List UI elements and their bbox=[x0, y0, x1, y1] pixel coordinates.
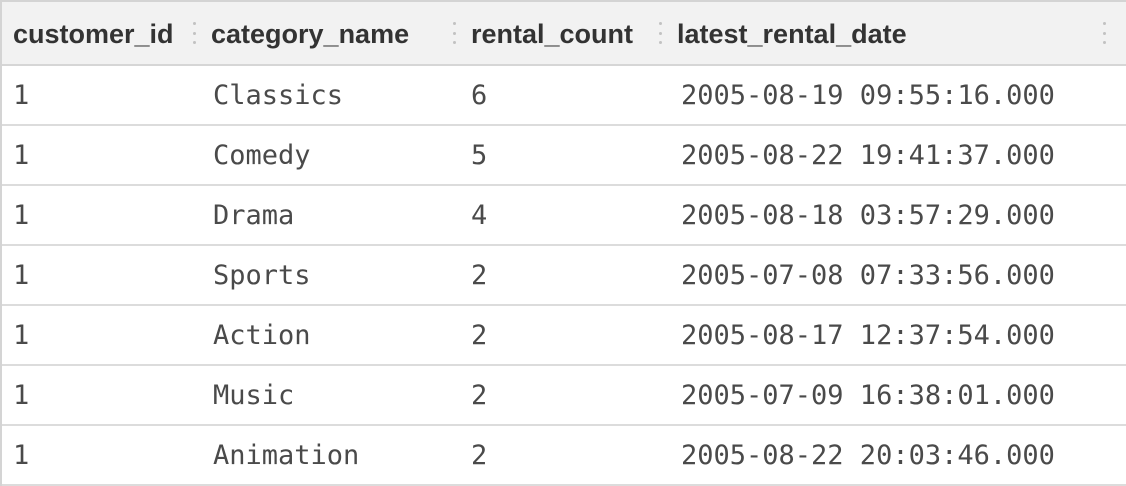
cell-category-name[interactable]: Sports bbox=[200, 245, 460, 306]
cell-customer-id[interactable]: 1 bbox=[2, 305, 200, 366]
cell-customer-id[interactable]: 1 bbox=[2, 125, 200, 186]
table-body: 1 Classics 6 2005-08-19 09:55:16.000 1 C… bbox=[2, 65, 1126, 486]
column-header-label: customer_id bbox=[13, 19, 174, 49]
column-header-latest-rental-date[interactable]: latest_rental_date bbox=[666, 2, 1126, 66]
table-row[interactable]: 1 Classics 6 2005-08-19 09:55:16.000 bbox=[2, 65, 1126, 126]
cell-category-name[interactable]: Animation bbox=[200, 425, 460, 486]
cell-rental-count[interactable]: 4 bbox=[460, 185, 666, 246]
cell-latest-rental-date[interactable]: 2005-08-22 20:03:46.000 bbox=[666, 425, 1126, 486]
table-header: customer_id category_name rental_count l… bbox=[2, 2, 1126, 66]
cell-customer-id[interactable]: 1 bbox=[2, 425, 200, 486]
header-row: customer_id category_name rental_count l… bbox=[2, 2, 1126, 66]
cell-rental-count[interactable]: 2 bbox=[460, 365, 666, 426]
cell-category-name[interactable]: Drama bbox=[200, 185, 460, 246]
table-row[interactable]: 1 Animation 2 2005-08-22 20:03:46.000 bbox=[2, 425, 1126, 486]
cell-rental-count[interactable]: 6 bbox=[460, 65, 666, 126]
cell-rental-count[interactable]: 2 bbox=[460, 425, 666, 486]
cell-latest-rental-date[interactable]: 2005-08-17 12:37:54.000 bbox=[666, 305, 1126, 366]
cell-category-name[interactable]: Comedy bbox=[200, 125, 460, 186]
cell-latest-rental-date[interactable]: 2005-07-09 16:38:01.000 bbox=[666, 365, 1126, 426]
table-row[interactable]: 1 Action 2 2005-08-17 12:37:54.000 bbox=[2, 305, 1126, 366]
table-row[interactable]: 1 Music 2 2005-07-09 16:38:01.000 bbox=[2, 365, 1126, 426]
cell-customer-id[interactable]: 1 bbox=[2, 65, 200, 126]
table-row[interactable]: 1 Sports 2 2005-07-08 07:33:56.000 bbox=[2, 245, 1126, 306]
cell-rental-count[interactable]: 2 bbox=[460, 305, 666, 366]
cell-customer-id[interactable]: 1 bbox=[2, 185, 200, 246]
column-header-customer-id[interactable]: customer_id bbox=[2, 2, 200, 66]
column-header-label: latest_rental_date bbox=[677, 19, 907, 49]
cell-latest-rental-date[interactable]: 2005-08-22 19:41:37.000 bbox=[666, 125, 1126, 186]
cell-rental-count[interactable]: 2 bbox=[460, 245, 666, 306]
cell-category-name[interactable]: Classics bbox=[200, 65, 460, 126]
cell-customer-id[interactable]: 1 bbox=[2, 245, 200, 306]
column-resize-handle-icon[interactable] bbox=[658, 22, 662, 44]
cell-customer-id[interactable]: 1 bbox=[2, 365, 200, 426]
cell-latest-rental-date[interactable]: 2005-08-18 03:57:29.000 bbox=[666, 185, 1126, 246]
table-row[interactable]: 1 Comedy 5 2005-08-22 19:41:37.000 bbox=[2, 125, 1126, 186]
table-row[interactable]: 1 Drama 4 2005-08-18 03:57:29.000 bbox=[2, 185, 1126, 246]
column-header-label: category_name bbox=[211, 19, 410, 49]
column-header-rental-count[interactable]: rental_count bbox=[460, 2, 666, 66]
cell-latest-rental-date[interactable]: 2005-08-19 09:55:16.000 bbox=[666, 65, 1126, 126]
cell-rental-count[interactable]: 5 bbox=[460, 125, 666, 186]
column-resize-handle-icon[interactable] bbox=[192, 22, 196, 44]
column-resize-handle-icon[interactable] bbox=[452, 22, 456, 44]
column-header-category-name[interactable]: category_name bbox=[200, 2, 460, 66]
cell-latest-rental-date[interactable]: 2005-07-08 07:33:56.000 bbox=[666, 245, 1126, 306]
cell-category-name[interactable]: Music bbox=[200, 365, 460, 426]
column-header-label: rental_count bbox=[471, 19, 634, 49]
cell-category-name[interactable]: Action bbox=[200, 305, 460, 366]
column-resize-handle-icon[interactable] bbox=[1102, 22, 1106, 44]
